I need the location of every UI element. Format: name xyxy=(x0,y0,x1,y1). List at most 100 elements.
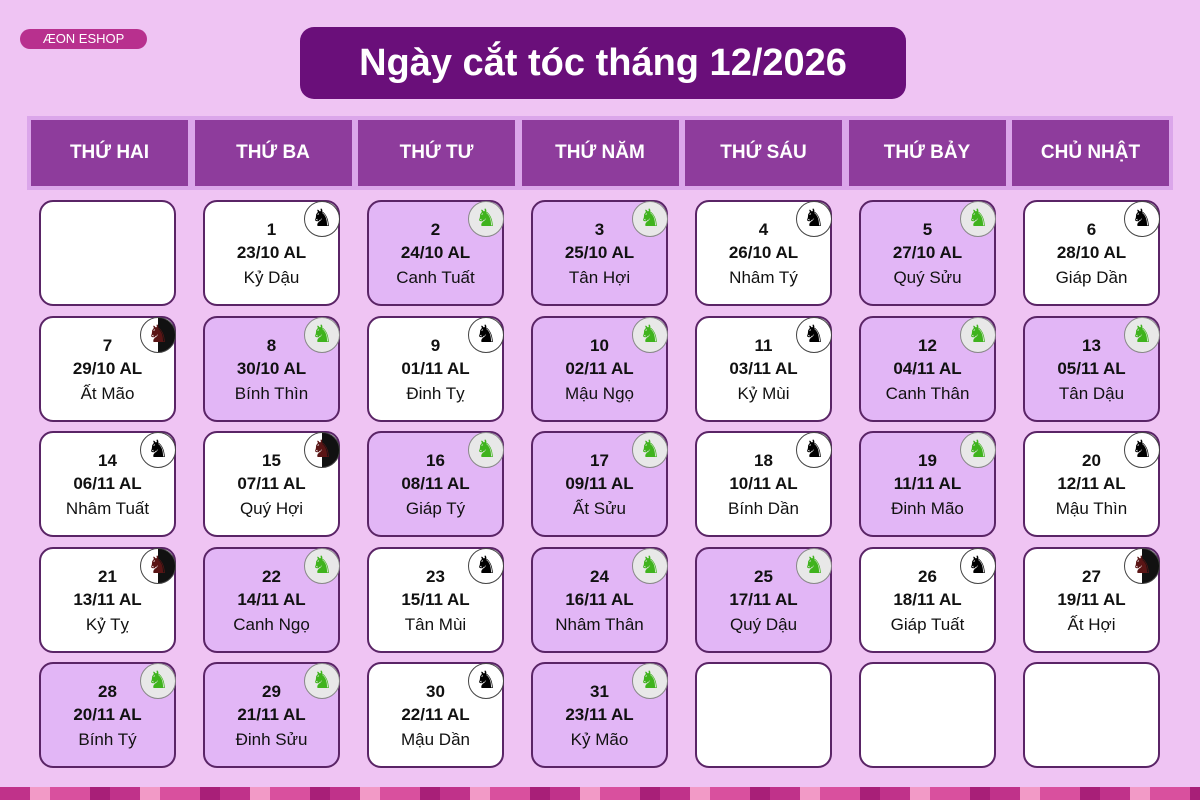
green-horse-icon: ♞ xyxy=(468,432,504,468)
green-horse-icon: ♞ xyxy=(632,663,668,699)
day-cell: ♞ 21 13/11 AL Kỷ Tỵ xyxy=(39,546,176,653)
can-chi: Canh Thân xyxy=(885,383,970,403)
can-chi: Kỷ Mão xyxy=(570,730,629,749)
solar-day: 21 xyxy=(98,566,117,586)
solar-day: 22 xyxy=(262,566,281,586)
day-cell: ♞ 13 05/11 AL Tân Dậu xyxy=(1023,315,1160,422)
green-horse-icon: ♞ xyxy=(960,432,996,468)
green-horse-icon: ♞ xyxy=(960,316,996,353)
green-horse-icon: ♞ xyxy=(468,201,504,237)
day-cell: ♞ 15 07/11 AL Quý Hợi xyxy=(203,431,340,537)
black-horse-icon: ♞ xyxy=(304,201,340,237)
lunar-date: 06/11 AL xyxy=(73,474,142,493)
lunar-date: 16/11 AL xyxy=(565,589,634,609)
black-horse-icon: ♞ xyxy=(140,432,176,468)
can-chi: Ất Sửu xyxy=(573,499,626,518)
day-cell: ♞ 5 27/10 AL Quý Sửu xyxy=(859,200,996,306)
day-cell: ♞ 25 17/11 AL Quý Dậu xyxy=(695,546,832,653)
lunar-date: 13/11 AL xyxy=(73,589,142,609)
weekday-4: THỨ NĂM xyxy=(521,120,679,186)
lunar-date: 14/11 AL xyxy=(237,589,306,609)
empty-day-cell xyxy=(39,200,176,306)
can-chi: Quý Sửu xyxy=(893,268,962,287)
empty-day-cell xyxy=(1023,662,1160,768)
lunar-date: 15/11 AL xyxy=(401,589,470,609)
empty-day-cell xyxy=(695,662,832,768)
can-chi: Kỷ Dậu xyxy=(243,268,300,287)
can-chi: Đinh Sửu xyxy=(235,730,308,749)
solar-day: 2 xyxy=(430,220,441,239)
green-horse-icon: ♞ xyxy=(632,316,668,353)
solar-day: 1 xyxy=(266,220,277,239)
solar-day: 20 xyxy=(1082,451,1101,470)
day-cell: ♞ 20 12/11 AL Mậu Thìn xyxy=(1023,431,1160,537)
day-cell: ♞ 9 01/11 AL Đinh Tỵ xyxy=(367,315,504,422)
can-chi: Kỷ Mùi xyxy=(737,383,790,403)
solar-day: 12 xyxy=(918,335,937,355)
weekday-6: THỨ BẢY xyxy=(848,120,1006,186)
solar-day: 24 xyxy=(590,566,609,586)
black-horse-icon: ♞ xyxy=(468,547,504,584)
day-cell: ♞ 17 09/11 AL Ất Sửu xyxy=(531,431,668,537)
solar-day: 9 xyxy=(430,335,441,355)
day-cell: ♞ 30 22/11 AL Mậu Dần xyxy=(367,662,504,768)
black-horse-icon: ♞ xyxy=(796,432,832,468)
solar-day: 6 xyxy=(1086,220,1097,239)
lunar-date: 17/11 AL xyxy=(729,589,798,609)
day-cell: ♞ 28 20/11 AL Bính Tý xyxy=(39,662,176,768)
black-horse-icon: ♞ xyxy=(1124,432,1160,468)
lunar-date: 03/11 AL xyxy=(729,358,798,378)
green-horse-icon: ♞ xyxy=(960,201,996,237)
black-horse-icon: ♞ xyxy=(960,547,996,584)
red-horse-icon: ♞ xyxy=(140,547,176,584)
can-chi: Canh Tuất xyxy=(396,268,475,287)
lunar-date: 25/10 AL xyxy=(564,243,635,262)
solar-day: 28 xyxy=(98,682,117,701)
lunar-date: 10/11 AL xyxy=(729,474,798,493)
day-cell: ♞ 14 06/11 AL Nhâm Tuất xyxy=(39,431,176,537)
lunar-date: 23/11 AL xyxy=(565,705,634,724)
red-horse-icon: ♞ xyxy=(140,316,176,353)
can-chi: Mậu Ngọ xyxy=(565,383,634,403)
day-cell: ♞ 22 14/11 AL Canh Ngọ xyxy=(203,546,340,653)
solar-day: 4 xyxy=(758,220,769,239)
can-chi: Nhâm Tý xyxy=(729,268,798,287)
solar-day: 30 xyxy=(426,682,445,701)
lunar-date: 21/11 AL xyxy=(237,705,306,724)
solar-day: 18 xyxy=(754,451,773,470)
day-cell: ♞ 29 21/11 AL Đinh Sửu xyxy=(203,662,340,768)
can-chi: Đinh Tỵ xyxy=(406,383,465,403)
decorative-footer-strip xyxy=(0,787,1200,800)
solar-day: 23 xyxy=(426,566,445,586)
lunar-date: 28/10 AL xyxy=(1056,243,1127,262)
day-cell: ♞ 4 26/10 AL Nhâm Tý xyxy=(695,200,832,306)
lunar-date: 30/10 AL xyxy=(236,358,307,378)
lunar-date: 08/11 AL xyxy=(401,474,470,493)
black-horse-icon: ♞ xyxy=(468,663,504,699)
can-chi: Bính Tý xyxy=(78,730,137,749)
weekday-3: THỨ TƯ xyxy=(358,120,515,186)
lunar-date: 07/11 AL xyxy=(237,474,306,493)
day-cell: ♞ 12 04/11 AL Canh Thân xyxy=(859,315,996,422)
lunar-date: 05/11 AL xyxy=(1057,358,1126,378)
can-chi: Đinh Mão xyxy=(891,499,964,518)
can-chi: Canh Ngọ xyxy=(233,614,310,634)
lunar-date: 04/11 AL xyxy=(893,358,962,378)
solar-day: 26 xyxy=(918,566,937,586)
lunar-date: 20/11 AL xyxy=(73,705,142,724)
weekday-5: THỨ SÁU xyxy=(685,120,842,186)
green-horse-icon: ♞ xyxy=(304,547,340,584)
black-horse-icon: ♞ xyxy=(796,316,832,353)
green-horse-icon: ♞ xyxy=(632,432,668,468)
solar-day: 25 xyxy=(754,566,773,586)
day-cell: ♞ 3 25/10 AL Tân Hợi xyxy=(531,200,668,306)
can-chi: Mậu Thìn xyxy=(1055,499,1128,518)
can-chi: Giáp Dần xyxy=(1055,268,1128,287)
day-cell: ♞ 2 24/10 AL Canh Tuất xyxy=(367,200,504,306)
solar-day: 27 xyxy=(1082,566,1101,586)
solar-day: 16 xyxy=(426,451,445,470)
can-chi: Giáp Tý xyxy=(405,499,466,518)
solar-day: 8 xyxy=(266,335,277,355)
lunar-date: 29/10 AL xyxy=(72,358,143,378)
solar-day: 19 xyxy=(918,451,937,470)
